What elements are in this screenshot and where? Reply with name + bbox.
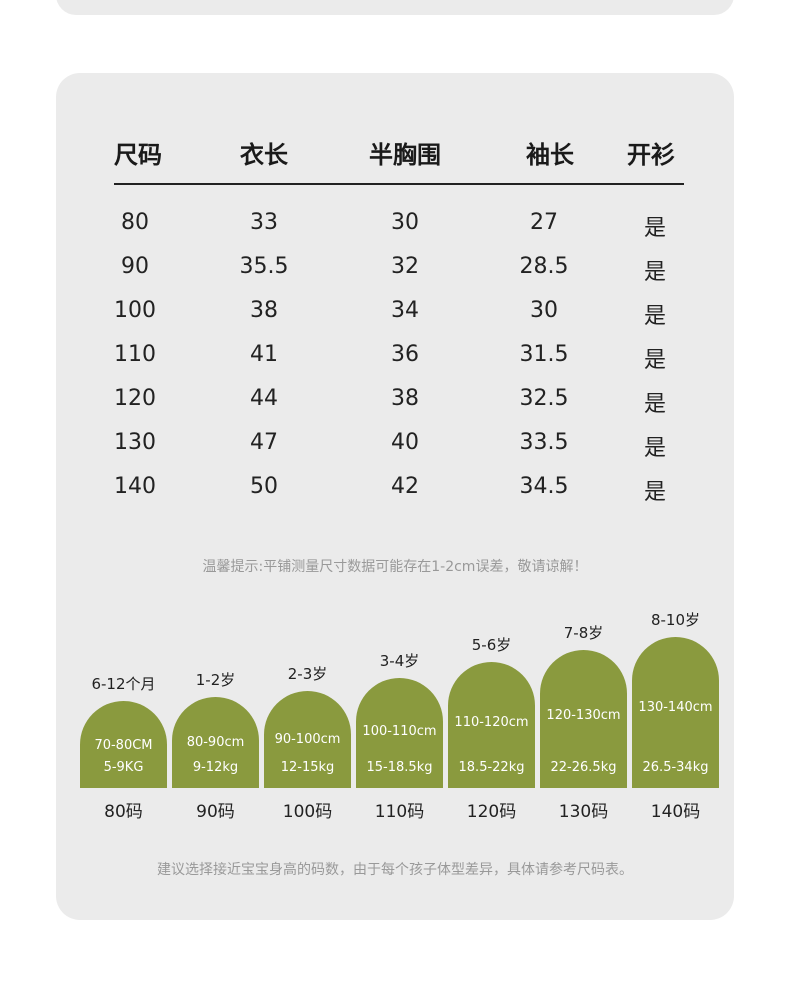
table-cell: 80	[121, 210, 149, 235]
age-label: 3-4岁	[379, 652, 420, 670]
size-arch: 100-110cm 15-18.5kg	[356, 678, 443, 788]
size-arch: 130-140cm 26.5-34kg	[632, 637, 719, 788]
weight-range: 26.5-34kg	[642, 760, 709, 775]
table-cell: 38	[391, 386, 419, 411]
table-cell: 33	[250, 210, 278, 235]
table-cell: 35.5	[239, 254, 289, 279]
table-cell: 是	[643, 480, 667, 505]
table-cell: 30	[391, 210, 419, 235]
size-label: 140码	[650, 802, 701, 822]
table-cell: 33.5	[519, 430, 569, 455]
size-arch: 80-90cm 9-12kg	[172, 697, 259, 788]
table-cell: 36	[391, 342, 419, 367]
table-cell: 是	[643, 216, 667, 241]
age-label: 2-3岁	[287, 665, 328, 683]
size-arch: 90-100cm 12-15kg	[264, 691, 351, 788]
height-range: 100-110cm	[362, 724, 437, 740]
weight-range: 5-9KG	[103, 760, 144, 775]
header-sleeve: 袖长	[526, 141, 574, 169]
table-row: 90 35.5 32 28.5 是	[56, 254, 734, 298]
header-length: 衣长	[240, 141, 288, 169]
height-range: 80-90cm	[186, 735, 245, 751]
table-cell: 110	[114, 342, 156, 367]
table-cell: 100	[114, 298, 156, 323]
advice-note: 建议选择接近宝宝身高的码数，由于每个孩子体型差异，具体请参考尺码表。	[157, 862, 633, 878]
size-chart-card: 尺码 衣长 半胸围 袖长 开衫 80 33 30 27 是 90 35.5 32 28.5 是 10…	[56, 73, 734, 920]
table-cell: 90	[121, 254, 149, 279]
size-arch: 70-80CM 5-9KG	[80, 701, 167, 788]
table-cell: 28.5	[519, 254, 569, 279]
table-cell: 42	[391, 474, 419, 499]
height-range: 130-140cm	[638, 700, 713, 716]
size-arch: 110-120cm 18.5-22kg	[448, 662, 535, 788]
size-label: 100码	[282, 802, 333, 822]
previous-section-card	[56, 0, 734, 15]
table-cell: 是	[643, 260, 667, 285]
size-label: 130码	[558, 802, 609, 822]
table-row: 140 50 42 34.5 是	[56, 474, 734, 518]
height-range: 90-100cm	[274, 731, 341, 747]
table-row: 130 47 40 33.5 是	[56, 430, 734, 474]
size-label: 110码	[374, 802, 425, 822]
table-cell: 是	[643, 392, 667, 417]
size-label: 90码	[196, 802, 235, 822]
table-cell: 34.5	[519, 474, 569, 499]
size-label: 80码	[104, 802, 143, 822]
height-range: 120-130cm	[546, 707, 621, 723]
weight-range: 18.5-22kg	[458, 760, 525, 775]
table-cell: 是	[643, 348, 667, 373]
table-cell: 120	[114, 386, 156, 411]
weight-range: 12-15kg	[280, 760, 335, 775]
table-cell: 47	[250, 430, 278, 455]
table-row: 100 38 34 30 是	[56, 298, 734, 342]
table-cell: 44	[250, 386, 278, 411]
measurement-note: 温馨提示:平铺测量尺寸数据可能存在1-2cm误差，敬请谅解！	[202, 559, 588, 575]
table-cell: 32	[391, 254, 419, 279]
age-label: 5-6岁	[471, 636, 512, 654]
weight-range: 15-18.5kg	[366, 760, 433, 775]
table-cell: 40	[391, 430, 419, 455]
table-cell: 140	[114, 474, 156, 499]
age-label: 8-10岁	[650, 611, 701, 629]
table-row: 120 44 38 32.5 是	[56, 386, 734, 430]
height-range: 110-120cm	[454, 714, 529, 730]
table-row: 110 41 36 31.5 是	[56, 342, 734, 386]
header-size: 尺码	[114, 141, 162, 169]
table-cell: 27	[530, 210, 558, 235]
age-label: 6-12个月	[91, 675, 156, 693]
age-label: 7-8岁	[563, 624, 604, 642]
table-cell: 41	[250, 342, 278, 367]
header-divider	[114, 183, 684, 185]
table-cell: 32.5	[519, 386, 569, 411]
table-cell: 38	[250, 298, 278, 323]
header-half-chest: 半胸围	[369, 141, 441, 169]
table-cell: 130	[114, 430, 156, 455]
table-cell: 是	[643, 436, 667, 461]
age-label: 1-2岁	[195, 671, 236, 689]
weight-range: 22-26.5kg	[550, 760, 617, 775]
size-label: 120码	[466, 802, 517, 822]
table-cell: 30	[530, 298, 558, 323]
header-cardigan: 开衫	[627, 141, 675, 169]
table-cell: 50	[250, 474, 278, 499]
table-row: 80 33 30 27 是	[56, 210, 734, 254]
table-cell: 是	[643, 304, 667, 329]
table-cell: 34	[391, 298, 419, 323]
height-range: 70-80CM	[94, 737, 153, 753]
table-cell: 31.5	[519, 342, 569, 367]
weight-range: 9-12kg	[192, 760, 239, 775]
size-arch: 120-130cm 22-26.5kg	[540, 650, 627, 788]
